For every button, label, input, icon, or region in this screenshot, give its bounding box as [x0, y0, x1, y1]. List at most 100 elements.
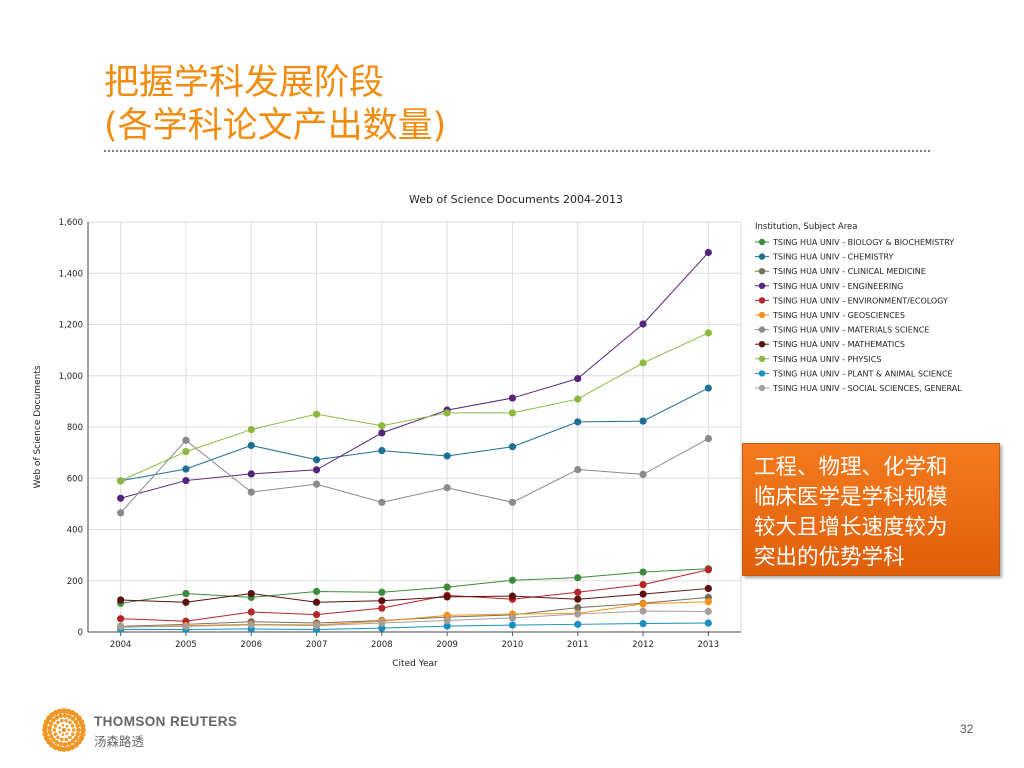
logo-dot — [70, 732, 75, 736]
logo-dot — [56, 735, 60, 740]
data-point — [704, 584, 712, 593]
data-point — [443, 622, 451, 630]
data-point — [443, 452, 451, 460]
logo-dot — [57, 708, 63, 714]
logo-dot — [52, 728, 57, 732]
legend-label: TSING HUA UNIV - ENVIRONMENT/ECOLOGY — [772, 296, 948, 305]
logo-dot — [44, 735, 50, 742]
logo-dot — [73, 719, 79, 725]
y-tick-label: 0 — [78, 628, 83, 638]
series-line — [120, 569, 709, 622]
x-axis-label: Cited Year — [392, 659, 438, 669]
logo-dot — [53, 732, 58, 736]
slide-title-line1: 把握学科发展阶段 — [104, 63, 385, 103]
data-point — [508, 614, 517, 622]
logo-dot — [70, 716, 76, 721]
data-point — [443, 484, 451, 492]
legend-item: TSING HUA UNIV - SOCIAL SCIENCES, GENERA… — [755, 384, 962, 393]
data-point — [247, 488, 255, 496]
data-point — [378, 446, 386, 455]
series-line — [120, 387, 709, 482]
page-number: 32 — [960, 722, 974, 736]
logo-dot — [67, 714, 72, 719]
logo-dot — [54, 740, 60, 745]
y-tick-label: 1,200 — [59, 321, 83, 331]
y-tick-label: 1,400 — [59, 269, 83, 279]
logo-dot — [75, 731, 81, 737]
logo-dot — [62, 728, 66, 732]
data-point — [378, 619, 386, 627]
callout-box: 工程、物理、化学和 临床医学是学科规模 较大且增长速度较为 突出的优势学科 — [742, 443, 1000, 576]
legend-marker — [758, 311, 766, 319]
legend-marker — [758, 268, 766, 275]
logo-dot — [65, 746, 71, 752]
legend-label: TSING HUA UNIV - BIOLOGY & BIOCHEMISTRY — [772, 238, 954, 247]
data-point — [378, 498, 386, 506]
y-tick-label: 400 — [67, 526, 83, 536]
series-line — [120, 622, 709, 630]
data-point — [378, 624, 386, 632]
data-point — [639, 359, 647, 367]
data-point — [312, 610, 321, 619]
logo-dot — [70, 739, 76, 744]
data-point — [378, 604, 386, 612]
logo-dot — [58, 730, 62, 734]
thomson-reuters-logo: THOMSON REUTERS 汤森路透 — [42, 708, 242, 752]
data-point — [443, 583, 451, 591]
data-point — [704, 566, 712, 574]
legend-label: TSING HUA UNIV - MATHEMATICS — [772, 340, 905, 349]
data-point — [639, 320, 647, 328]
logo-dot — [67, 741, 72, 746]
data-point — [639, 590, 647, 598]
x-tick-label: 2012 — [632, 640, 654, 650]
logo-dot — [42, 727, 48, 733]
y-tick-label: 600 — [67, 474, 83, 484]
data-point — [312, 587, 321, 596]
y-tick-label: 1,600 — [59, 218, 83, 228]
legend-label: TSING HUA UNIV - CHEMISTRY — [772, 253, 894, 262]
legend-marker — [758, 253, 766, 260]
logo-dot — [76, 727, 81, 733]
data-point — [247, 621, 255, 629]
legend-label: TSING HUA UNIV - SOCIAL SCIENCES, GENERA… — [772, 384, 962, 393]
legend-label: TSING HUA UNIV - CLINICAL MEDICINE — [772, 267, 926, 276]
logo-dot — [80, 727, 86, 733]
legend-item: TSING HUA UNIV - PHYSICS — [755, 355, 881, 364]
logo-dot — [64, 737, 68, 742]
data-point — [639, 607, 647, 615]
title-divider — [104, 150, 930, 152]
y-tick-label: 800 — [67, 423, 83, 433]
chart-axes: 0 200 400 600 800 1,000 1,200 1,400 1,600 2004 200… — [59, 218, 741, 650]
data-point — [704, 434, 712, 443]
series-7 — [117, 584, 712, 606]
data-point — [574, 595, 582, 603]
legend-item: TSING HUA UNIV - MATERIALS SCIENCE — [755, 326, 929, 335]
logo-dot — [69, 744, 76, 750]
data-point — [574, 465, 582, 474]
logo-dot — [58, 741, 64, 747]
legend-marker — [758, 384, 766, 392]
data-point — [508, 576, 517, 584]
data-point — [508, 498, 517, 506]
legend-marker — [758, 326, 766, 333]
data-point — [704, 607, 712, 616]
data-point — [182, 598, 190, 606]
series-8 — [117, 329, 712, 485]
callout-line-1: 工程、物理、化学和 — [754, 455, 948, 480]
x-tick-label: 2006 — [240, 640, 262, 650]
logo-dot — [48, 733, 54, 739]
logo-dot — [62, 742, 68, 747]
data-point — [574, 620, 582, 628]
logo-dot — [47, 729, 53, 735]
data-point — [574, 574, 582, 582]
data-point — [508, 592, 517, 600]
data-point — [182, 436, 190, 444]
logo-dot — [61, 733, 65, 737]
data-point — [247, 589, 255, 598]
slide-title-line2: (各学科论文产出数量) — [104, 106, 447, 146]
y-tick-label: 1,000 — [59, 372, 83, 382]
x-tick-label: 2009 — [436, 640, 458, 650]
legend-item: TSING HUA UNIV - BIOLOGY & BIOCHEMISTRY — [755, 238, 954, 247]
data-point — [117, 615, 125, 623]
x-tick-label: 2008 — [371, 640, 393, 650]
